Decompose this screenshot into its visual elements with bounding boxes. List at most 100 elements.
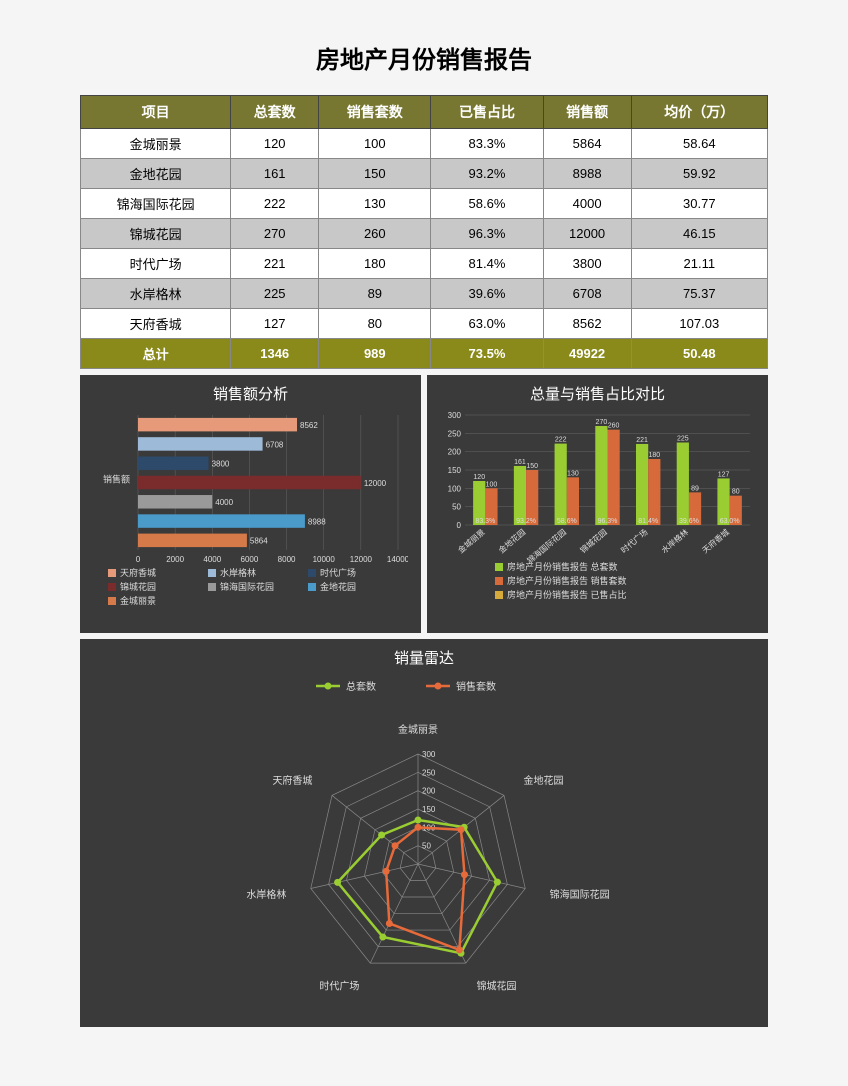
svg-text:锦城花园: 锦城花园 xyxy=(477,980,517,993)
page-title: 房地产月份销售报告 xyxy=(80,40,768,75)
table-cell: 83.3% xyxy=(431,129,543,159)
svg-text:金地花园: 金地花园 xyxy=(320,581,356,592)
table-cell: 73.5% xyxy=(431,339,543,369)
table-header-cell: 销售额 xyxy=(543,96,631,129)
svg-text:金城丽景: 金城丽景 xyxy=(456,527,487,555)
svg-text:水岸格林: 水岸格林 xyxy=(246,888,286,901)
table-cell: 260 xyxy=(319,219,431,249)
table-cell: 120 xyxy=(231,129,319,159)
hbar-title: 销售额分析 xyxy=(88,383,413,404)
table-cell: 75.37 xyxy=(631,279,767,309)
svg-text:83.3%: 83.3% xyxy=(475,518,495,525)
table-cell: 1346 xyxy=(231,339,319,369)
svg-text:10000: 10000 xyxy=(313,555,336,564)
svg-text:96.3%: 96.3% xyxy=(598,518,618,525)
svg-text:8562: 8562 xyxy=(300,421,318,430)
svg-text:221: 221 xyxy=(636,437,648,444)
svg-text:金地花园: 金地花园 xyxy=(496,527,527,555)
table-cell: 39.6% xyxy=(431,279,543,309)
table-cell: 50.48 xyxy=(631,339,767,369)
table-cell: 锦城花园 xyxy=(81,219,231,249)
table-cell: 6708 xyxy=(543,279,631,309)
svg-text:水岸格林: 水岸格林 xyxy=(659,527,690,555)
svg-text:127: 127 xyxy=(718,471,730,478)
table-header-cell: 已售占比 xyxy=(431,96,543,129)
svg-text:6000: 6000 xyxy=(241,555,259,564)
table-cell: 127 xyxy=(231,309,319,339)
table-row: 水岸格林2258939.6%670875.37 xyxy=(81,279,768,309)
svg-text:250: 250 xyxy=(422,768,436,777)
table-cell: 222 xyxy=(231,189,319,219)
svg-text:天府香城: 天府香城 xyxy=(120,567,156,578)
table-cell: 时代广场 xyxy=(81,249,231,279)
table-cell: 3800 xyxy=(543,249,631,279)
svg-text:锦海国际花园: 锦海国际花园 xyxy=(550,888,610,901)
svg-text:锦城花园: 锦城花园 xyxy=(120,581,156,592)
sales-table: 项目总套数销售套数已售占比销售额均价（万） 金城丽景12010083.3%586… xyxy=(80,95,768,369)
table-row: 时代广场22118081.4%380021.11 xyxy=(81,249,768,279)
radar-title: 销量雷达 xyxy=(88,647,760,668)
svg-text:150: 150 xyxy=(448,466,462,475)
table-cell: 30.77 xyxy=(631,189,767,219)
table-cell: 130 xyxy=(319,189,431,219)
svg-text:5864: 5864 xyxy=(250,537,268,546)
svg-text:4000: 4000 xyxy=(203,555,221,564)
radar-chart: 销量雷达 50100150200250300金城丽景金地花园锦海国际花园锦城花园… xyxy=(80,639,768,1027)
svg-text:270: 270 xyxy=(596,419,608,426)
table-header-cell: 总套数 xyxy=(231,96,319,129)
svg-text:12000: 12000 xyxy=(364,479,387,488)
svg-text:93.2%: 93.2% xyxy=(516,518,536,525)
table-cell: 46.15 xyxy=(631,219,767,249)
table-cell: 89 xyxy=(319,279,431,309)
svg-text:时代广场: 时代广场 xyxy=(319,980,359,993)
svg-text:12000: 12000 xyxy=(350,555,373,564)
bar-title: 总量与销售占比对比 xyxy=(435,383,760,404)
svg-text:225: 225 xyxy=(677,436,689,443)
svg-text:180: 180 xyxy=(648,452,660,459)
svg-text:6708: 6708 xyxy=(266,440,284,449)
svg-text:锦海国际花园: 锦海国际花园 xyxy=(220,581,274,592)
table-cell: 150 xyxy=(319,159,431,189)
svg-text:销售额: 销售额 xyxy=(103,474,130,485)
svg-text:50: 50 xyxy=(422,842,431,851)
table-cell: 58.6% xyxy=(431,189,543,219)
table-cell: 270 xyxy=(231,219,319,249)
svg-text:250: 250 xyxy=(448,429,462,438)
table-cell: 63.0% xyxy=(431,309,543,339)
svg-text:锦海国际花园: 锦海国际花园 xyxy=(525,527,568,566)
svg-text:3800: 3800 xyxy=(212,460,230,469)
table-total-row: 总计134698973.5%4992250.48 xyxy=(81,339,768,369)
svg-text:4000: 4000 xyxy=(215,498,233,507)
svg-text:天府香城: 天府香城 xyxy=(272,774,312,787)
table-cell: 93.2% xyxy=(431,159,543,189)
table-cell: 100 xyxy=(319,129,431,159)
table-cell: 58.64 xyxy=(631,129,767,159)
table-row: 天府香城1278063.0%8562107.03 xyxy=(81,309,768,339)
table-header-cell: 销售套数 xyxy=(319,96,431,129)
svg-text:14000: 14000 xyxy=(387,555,408,564)
svg-text:161: 161 xyxy=(514,459,526,466)
table-cell: 96.3% xyxy=(431,219,543,249)
svg-text:2000: 2000 xyxy=(166,555,184,564)
svg-text:120: 120 xyxy=(473,474,485,481)
table-cell: 81.4% xyxy=(431,249,543,279)
table-cell: 80 xyxy=(319,309,431,339)
svg-text:总套数: 总套数 xyxy=(346,680,376,693)
svg-text:200: 200 xyxy=(422,787,436,796)
hbar-chart: 销售额分析 0200040006000800010000120001400085… xyxy=(80,375,421,633)
svg-text:63.0%: 63.0% xyxy=(720,518,740,525)
table-cell: 49922 xyxy=(543,339,631,369)
table-cell: 4000 xyxy=(543,189,631,219)
table-cell: 8562 xyxy=(543,309,631,339)
table-cell: 180 xyxy=(319,249,431,279)
svg-text:100: 100 xyxy=(486,481,498,488)
table-row: 锦海国际花园22213058.6%400030.77 xyxy=(81,189,768,219)
table-cell: 59.92 xyxy=(631,159,767,189)
table-cell: 221 xyxy=(231,249,319,279)
table-cell: 21.11 xyxy=(631,249,767,279)
table-cell: 107.03 xyxy=(631,309,767,339)
svg-text:50: 50 xyxy=(452,503,461,512)
svg-text:260: 260 xyxy=(608,423,620,430)
svg-text:水岸格林: 水岸格林 xyxy=(220,567,256,578)
table-row: 金地花园16115093.2%898859.92 xyxy=(81,159,768,189)
